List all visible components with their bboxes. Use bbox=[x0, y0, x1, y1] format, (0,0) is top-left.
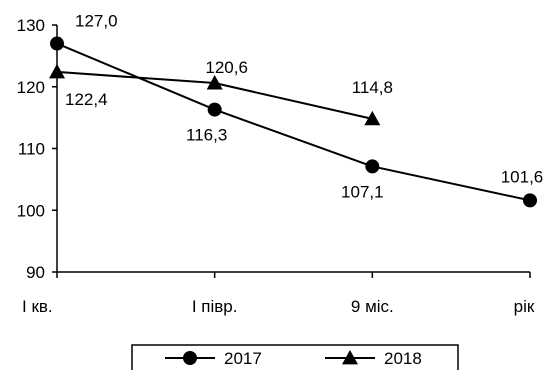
y-tick-label: 90 bbox=[26, 263, 45, 282]
legend-marker-2018 bbox=[342, 350, 358, 365]
y-tick-labels: 90 100 110 120 130 bbox=[17, 16, 45, 282]
x-tick-label: рік bbox=[514, 297, 535, 316]
legend: 2017 2018 bbox=[131, 344, 459, 370]
y-tick-label: 100 bbox=[17, 201, 45, 220]
data-point-2018 bbox=[206, 75, 223, 90]
data-point-2018 bbox=[49, 63, 65, 79]
data-label-2017: 107,1 bbox=[341, 182, 384, 201]
x-tick-label: І півр. bbox=[192, 297, 238, 316]
data-label-2017: 127,0 bbox=[75, 12, 118, 31]
data-labels: 127,0 116,3 107,1 101,6 122,4 120,6 114,8 bbox=[65, 12, 543, 202]
x-tick-label: 9 міс. bbox=[351, 297, 394, 316]
data-label-2017: 101,6 bbox=[501, 167, 544, 186]
data-point-2017 bbox=[207, 102, 222, 117]
data-point-2017 bbox=[50, 36, 64, 51]
y-tick-label: 110 bbox=[18, 140, 45, 159]
y-tick-label: 130 bbox=[17, 16, 45, 35]
x-tick-label: І кв. bbox=[22, 297, 53, 316]
data-label-2018: 122,4 bbox=[65, 90, 108, 109]
x-tick-labels: І кв. І півр. 9 міс. рік bbox=[22, 297, 535, 316]
legend-label-2018: 2018 bbox=[384, 349, 422, 368]
chart-axes bbox=[52, 24, 531, 278]
data-label-2018: 120,6 bbox=[205, 58, 248, 77]
series-2018 bbox=[49, 63, 381, 126]
data-point-2017 bbox=[365, 159, 380, 174]
data-point-2017 bbox=[523, 193, 537, 208]
legend-label-2017: 2017 bbox=[224, 349, 262, 368]
series-line-2017 bbox=[56, 42, 531, 202]
legend-marker-2017 bbox=[183, 351, 197, 365]
y-tick-label: 120 bbox=[17, 78, 45, 97]
series-layer bbox=[49, 36, 537, 208]
data-label-2017: 116,3 bbox=[186, 126, 227, 145]
series-2017 bbox=[50, 36, 537, 208]
data-point-2018 bbox=[364, 110, 381, 126]
data-label-2018: 114,8 bbox=[352, 78, 393, 97]
